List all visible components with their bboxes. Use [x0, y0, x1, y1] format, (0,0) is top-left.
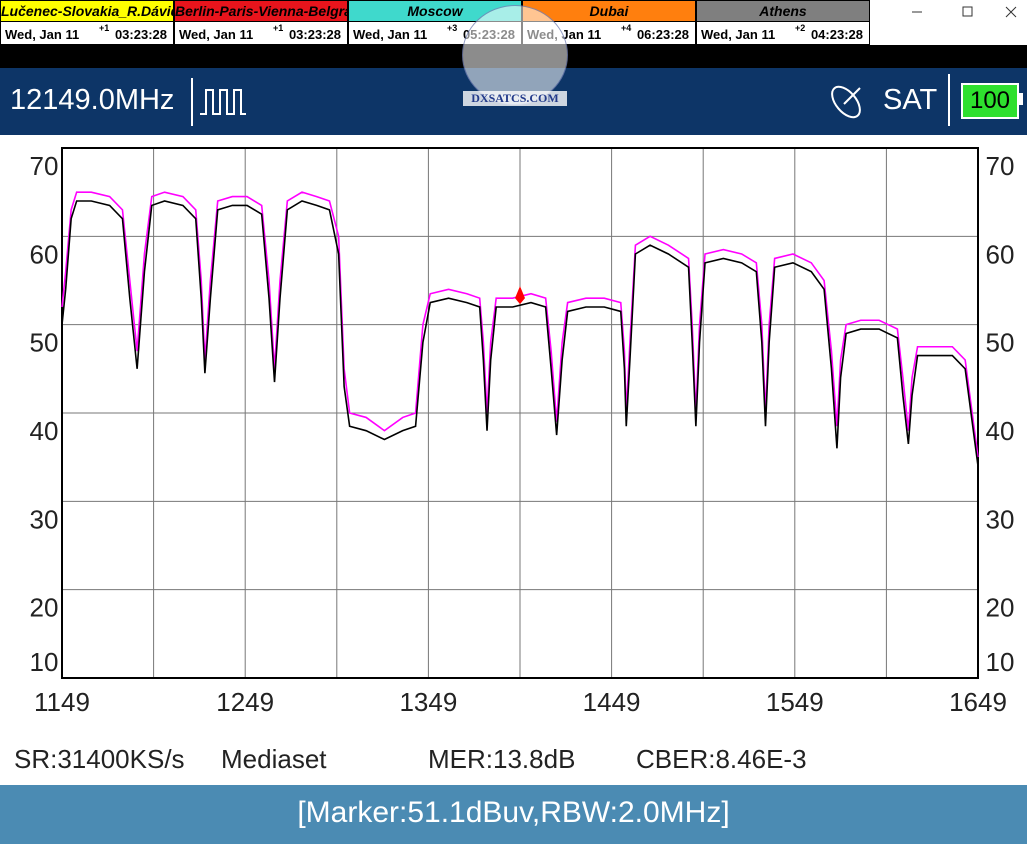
watermark: DXSATCS.COM: [463, 91, 567, 106]
y-tick-label: 70: [30, 151, 59, 181]
trace: [61, 200, 979, 467]
clock-offset: +1: [273, 23, 284, 33]
clock-offset: +1: [99, 23, 110, 33]
chart: SR:31400KS/s Mediaset MER:13.8dB CBER:8.…: [14, 147, 1015, 774]
y-tick-label-right: 50: [986, 328, 1015, 358]
battery: 100: [961, 83, 1019, 119]
clock: Dubai Wed, Jan 11 +4 06:23:28: [522, 0, 696, 45]
dish-icon: [831, 85, 861, 119]
clock: Lučenec-Slovakia_R.Dávid Wed, Jan 11 +1 03:…: [0, 0, 174, 45]
mode: SAT: [883, 84, 938, 116]
clock-city: Moscow: [349, 1, 521, 21]
footer: [Marker:51.1dBuv,RBW:2.0MHz]: [0, 785, 1027, 844]
plot-frame: [61, 147, 979, 679]
symbol-rate: SR:31400KS/s: [14, 744, 185, 774]
y-tick-label-right: 10: [986, 647, 1015, 677]
y-tick-label: 40: [30, 416, 59, 446]
y-tick-label-right: 20: [986, 593, 1015, 623]
clock-bar: Lučenec-Slovakia_R.Dávid Wed, Jan 11 +1 03:…: [0, 0, 870, 45]
clock-offset: +3: [447, 23, 458, 33]
y-tick-label-right: 60: [986, 239, 1015, 269]
clock-city: Dubai: [523, 1, 695, 21]
clock-offset: +2: [795, 23, 806, 33]
clock-city: Lučenec-Slovakia_R.Dávid: [1, 1, 173, 21]
battery-tip: [1018, 93, 1023, 105]
clock-time: 06:23:28: [636, 27, 689, 42]
clock-time: 04:23:28: [810, 27, 863, 42]
y-tick-label: 60: [30, 239, 59, 269]
clock-offset: +4: [621, 23, 632, 33]
window-controls: [912, 6, 1017, 18]
y-tick-label-right: 40: [986, 416, 1015, 446]
frequency: 12149.0MHz: [10, 84, 175, 116]
clock: Athens Wed, Jan 11 +2 04:23:28: [696, 0, 870, 45]
maximize[interactable]: [962, 6, 973, 17]
clock-row: Wed, Jan 11 +1 03:23:28: [175, 21, 347, 45]
clock-time: 03:23:28: [114, 27, 167, 42]
x-tick-label: 1549: [766, 687, 824, 717]
clock-time: 03:23:28: [288, 27, 341, 42]
clock-date: Wed, Jan 11: [701, 27, 776, 42]
y-tick-label: 10: [30, 647, 59, 677]
clock-date: Wed, Jan 11: [353, 27, 428, 42]
channel-name: Mediaset: [221, 744, 327, 774]
x-tick-label: 1649: [949, 687, 1007, 717]
mer: MER:13.8dB: [428, 744, 575, 774]
clock-city: Berlin-Paris-Vienna-Belgrade: [175, 1, 347, 21]
y-tick-label: 30: [30, 504, 59, 534]
x-tick-label: 1349: [399, 687, 457, 717]
x-tick-label: 1249: [216, 687, 274, 717]
marker: [515, 286, 525, 305]
y-tick-label: 50: [30, 328, 59, 358]
y-tick-label: 20: [30, 593, 59, 623]
y-tick-label-right: 30: [986, 504, 1015, 534]
clock-date: Wed, Jan 11: [179, 27, 254, 42]
x-tick-label: 1149: [34, 687, 90, 717]
clock-row: Wed, Jan 11 +1 03:23:28: [1, 21, 173, 45]
divider: [948, 74, 950, 126]
clock-date: Wed, Jan 11: [5, 27, 80, 42]
clock-row: Wed, Jan 11 +2 04:23:28: [697, 21, 869, 45]
pulse-icon: [191, 78, 246, 126]
close[interactable]: [1005, 6, 1017, 18]
watermark-logo: DXSATCS.COM: [462, 5, 568, 106]
clock-city: Athens: [697, 1, 869, 21]
cber: CBER:8.46E-3: [636, 744, 807, 774]
x-tick-label: 1449: [583, 687, 641, 717]
y-tick-label-right: 70: [986, 151, 1015, 181]
clock: Berlin-Paris-Vienna-Belgrade Wed, Jan 11 +…: [174, 0, 348, 45]
